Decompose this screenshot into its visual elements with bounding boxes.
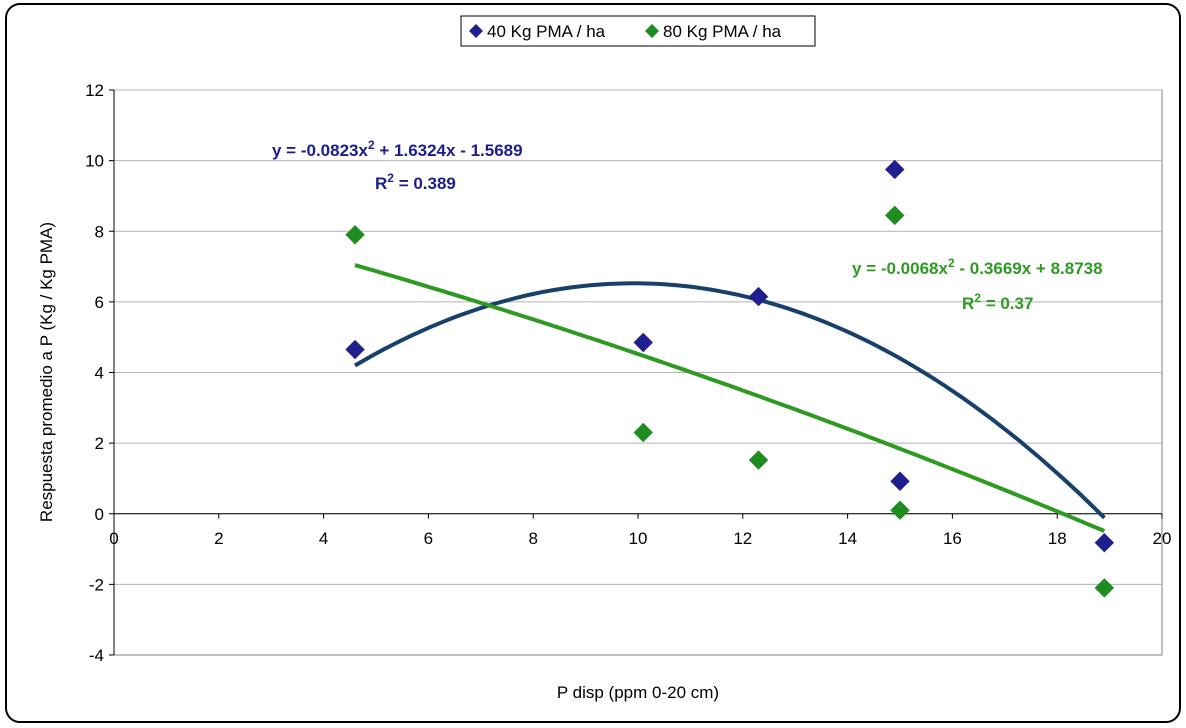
point-series-0-2 <box>748 286 769 307</box>
point-series-0-1 <box>633 332 653 353</box>
legend-marker-40kg <box>469 24 483 38</box>
point-series-1-4 <box>890 500 910 520</box>
x-tick-label-7: 14 <box>838 529 857 548</box>
y-tick-label-4: 4 <box>95 364 104 383</box>
legend: 40 Kg PMA / ha 80 Kg PMA / ha <box>460 15 816 47</box>
x-tick-label-9: 18 <box>1048 529 1067 548</box>
axes: -4 -2 0 2 4 6 8 10 12 0 2 4 6 8 10 12 14 16 18 20 <box>85 81 1171 665</box>
point-series-0-4 <box>890 471 910 491</box>
legend-box <box>460 15 816 47</box>
point-series-1-3 <box>885 205 905 226</box>
trendlines <box>354 263 1106 533</box>
trendline-r2-1: R2 = 0.37 <box>962 291 1033 313</box>
y-tick-label-2: 0 <box>95 505 104 524</box>
x-tick-label-1: 2 <box>214 529 223 548</box>
y-tick-label-1: -2 <box>89 575 104 594</box>
data-points <box>345 159 1115 598</box>
trendline-annotations: y = -0.0823x2 + 1.6324x - 1.5689 R2 = 0.3… <box>272 138 1103 313</box>
y-tick-label-3: 2 <box>95 434 104 453</box>
legend-label-80kg: 80 Kg PMA / ha <box>663 22 782 41</box>
x-tick-label-5: 10 <box>629 529 648 548</box>
y-tick-label-6: 8 <box>95 222 104 241</box>
trendline-series-0 <box>354 281 1106 520</box>
x-tick-label-4: 8 <box>528 529 537 548</box>
trendline-equation-0: y = -0.0823x2 + 1.6324x - 1.5689 <box>272 138 523 160</box>
point-series-1-1 <box>633 422 653 443</box>
y-axis-label: Respuesta promedio a P (Kg / Kg PMA) <box>37 222 56 522</box>
x-tick-label-6: 12 <box>733 529 752 548</box>
legend-label-40kg: 40 Kg PMA / ha <box>487 22 606 41</box>
point-series-0-3 <box>885 159 905 180</box>
legend-marker-80kg <box>645 24 659 38</box>
x-tick-label-2: 4 <box>319 529 328 548</box>
x-tick-label-8: 16 <box>943 529 962 548</box>
point-series-1-0 <box>345 225 365 245</box>
y-tick-label-0: -4 <box>89 646 104 665</box>
trendline-series-1 <box>354 263 1106 533</box>
trendline-r2-0: R2 = 0.389 <box>375 171 456 193</box>
y-tick-label-8: 12 <box>85 81 104 100</box>
point-series-1-2 <box>748 450 769 470</box>
point-series-0-0 <box>345 339 365 360</box>
x-tick-label-10: 20 <box>1153 529 1172 548</box>
y-tick-label-7: 10 <box>85 152 104 171</box>
point-series-0-5 <box>1094 532 1115 553</box>
y-tick-label-5: 6 <box>95 293 104 312</box>
trendline-equation-1: y = -0.0068x2 - 0.3669x + 8.8738 <box>852 256 1103 278</box>
x-axis-label: P disp (ppm 0-20 cm) <box>557 683 719 702</box>
x-tick-label-0: 0 <box>109 529 118 548</box>
point-series-1-5 <box>1094 578 1115 598</box>
x-tick-label-3: 6 <box>424 529 433 548</box>
